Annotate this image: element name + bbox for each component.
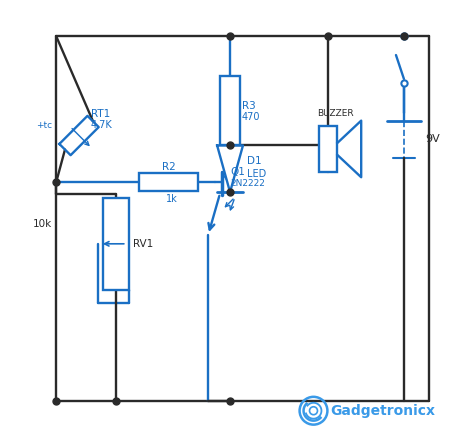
Text: Q1: Q1 xyxy=(230,167,245,177)
Text: 4.7K: 4.7K xyxy=(91,120,113,129)
Text: 1k: 1k xyxy=(165,194,177,204)
Polygon shape xyxy=(217,145,243,192)
Text: RT1: RT1 xyxy=(91,109,110,119)
Bar xyxy=(138,173,198,191)
Text: BUZZER: BUZZER xyxy=(318,109,354,118)
Text: 2N2222: 2N2222 xyxy=(230,179,265,188)
Text: D1: D1 xyxy=(247,156,262,166)
Text: +tc: +tc xyxy=(36,121,53,130)
Text: 9V: 9V xyxy=(425,135,439,144)
Text: R3: R3 xyxy=(242,101,255,111)
Bar xyxy=(220,76,240,145)
Bar xyxy=(103,198,129,289)
Text: R2: R2 xyxy=(163,162,176,172)
Text: RV1: RV1 xyxy=(133,239,153,249)
Polygon shape xyxy=(337,120,361,177)
Text: LED: LED xyxy=(247,169,266,179)
Bar xyxy=(319,126,337,172)
Text: Gadgetronicx: Gadgetronicx xyxy=(330,404,436,418)
Text: 470: 470 xyxy=(242,112,261,122)
Text: 10k: 10k xyxy=(32,219,52,229)
